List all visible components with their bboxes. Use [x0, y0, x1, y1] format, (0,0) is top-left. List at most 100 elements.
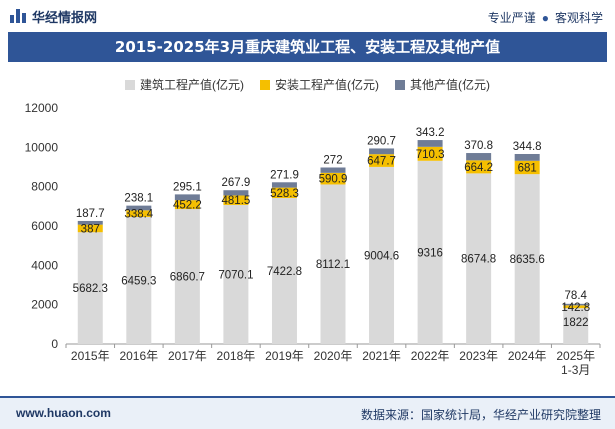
- bar-segment-construction: [271, 198, 297, 344]
- bar-segment-other: [223, 190, 249, 196]
- legend-label-construction: 建筑工程产值(亿元): [140, 78, 244, 92]
- y-tick-label: 2000: [31, 298, 58, 312]
- chart-legend: 建筑工程产值(亿元) 安装工程产值(亿元) 其他产值(亿元): [0, 76, 615, 93]
- bar-segment-other: [514, 153, 540, 161]
- x-tick-label: 2022年: [411, 349, 450, 363]
- data-label-other: 290.7: [367, 135, 396, 147]
- chart-title: 2015-2025年3月重庆建筑业工程、安装工程及其他产值: [114, 38, 501, 56]
- bar-segment-construction: [174, 209, 200, 344]
- legend-swatch-construction: [125, 79, 135, 90]
- x-tick-label: 2020年: [314, 349, 353, 363]
- y-tick-label: 12000: [25, 101, 59, 115]
- bar-segment-other: [466, 153, 492, 161]
- bar-segment-other: [563, 303, 589, 306]
- x-tick-label: 2018年: [217, 349, 256, 363]
- y-tick-label: 8000: [31, 180, 58, 194]
- y-tick-label: 0: [51, 337, 58, 351]
- logo-text: 华经情报网: [32, 9, 98, 25]
- bar-segment-other: [126, 205, 152, 211]
- bar-segment-installation: [271, 187, 297, 199]
- data-label-other: 370.8: [464, 140, 493, 152]
- data-label-installation: 528.3: [270, 188, 299, 200]
- data-label-construction: 6459.3: [121, 275, 156, 287]
- bar-segment-other: [417, 140, 443, 147]
- data-label-other: 344.8: [513, 141, 542, 153]
- data-label-other: 78.4: [565, 290, 588, 302]
- bar-segment-construction: [514, 174, 540, 344]
- data-label-other: 238.1: [124, 193, 153, 205]
- data-label-construction: 7070.1: [218, 269, 253, 281]
- data-label-other: 272: [323, 154, 342, 166]
- y-tick-label: 10000: [25, 140, 59, 154]
- bar-segment-other: [320, 167, 346, 173]
- data-label-other: 271.9: [270, 169, 299, 181]
- slogan-tag-professional: 专业严谨: [487, 11, 536, 25]
- data-label-installation: 387: [81, 223, 100, 235]
- legend-label-other: 其他产值(亿元): [410, 78, 490, 92]
- bar-segment-construction: [77, 232, 103, 344]
- x-tick-label: 2021年: [362, 349, 401, 363]
- data-label-construction: 8635.6: [510, 254, 545, 266]
- top-bar: 华经情报网 专业严谨 ● 客观科学: [0, 0, 615, 30]
- bar-segment-other: [369, 148, 395, 155]
- data-label-construction: 8674.8: [461, 254, 496, 266]
- bar-segment-installation: [174, 200, 200, 210]
- y-tick-label: 6000: [31, 219, 58, 233]
- data-label-other: 295.1: [173, 181, 202, 193]
- data-label-other: 343.2: [416, 127, 445, 139]
- data-label-construction: 9004.6: [364, 250, 399, 262]
- legend-swatch-installation: [260, 79, 270, 90]
- data-label-installation: 681: [518, 162, 537, 174]
- data-label-construction: 8112.1: [316, 259, 350, 271]
- bar-segment-construction: [126, 216, 152, 344]
- logo: 华经情报网: [10, 8, 98, 25]
- x-tick-label: 2017年: [168, 349, 207, 363]
- data-label-construction: 1822: [563, 317, 589, 329]
- bar-segment-construction: [223, 204, 249, 344]
- slogan-tag-objective: 客观科学: [554, 11, 603, 25]
- bar-segment-construction: [466, 173, 492, 344]
- data-label-construction: 7422.8: [267, 266, 302, 278]
- bar-segment-installation: [223, 195, 249, 205]
- bar-segment-installation: [514, 160, 540, 175]
- bar-segment-installation: [466, 160, 492, 174]
- bar-segment-other: [174, 194, 200, 201]
- legend-label-installation: 安装工程产值(亿元): [275, 78, 379, 92]
- bar-segment-construction: [320, 184, 346, 344]
- x-tick-label: 2025年 1-3月: [556, 349, 595, 377]
- x-tick-label: 2016年: [119, 349, 158, 363]
- logo-bars-icon: [10, 9, 26, 23]
- x-tick-label: 2023年: [459, 349, 498, 363]
- data-label-installation: 142.8: [561, 302, 590, 314]
- data-label-installation: 647.7: [367, 156, 396, 168]
- bar-segment-installation: [563, 305, 589, 309]
- slogan-tags: 专业严谨 ● 客观科学: [488, 9, 603, 26]
- legend-item-other: 其他产值(亿元): [395, 76, 490, 93]
- x-tick-label: 2019年: [265, 349, 304, 363]
- data-label-construction: 6860.7: [170, 272, 205, 284]
- stacked-bar-chart: 0 2000 4000 6000 8000 10000 12000 5682.3 387 187.…: [25, 101, 601, 377]
- bar-segment-other: [77, 220, 103, 225]
- data-label-installation: 710.3: [416, 149, 445, 161]
- x-tick-label: 2015年: [71, 349, 110, 363]
- bar-segment-installation: [417, 146, 443, 161]
- bar-segment-other: [271, 182, 297, 188]
- data-label-construction: 5682.3: [73, 283, 108, 295]
- footer-source: 数据来源：国家统计局，华经产业研究院整理: [360, 408, 601, 422]
- data-label-construction: 9316: [417, 247, 443, 259]
- footer: www.huaon.com 数据来源：国家统计局，华经产业研究院整理: [0, 396, 615, 429]
- bar-segment-construction: [417, 160, 443, 344]
- data-label-other: 187.7: [76, 208, 105, 220]
- bar-segment-construction: [369, 166, 395, 344]
- data-label-installation: 338.4: [124, 209, 153, 221]
- data-label-other: 267.9: [222, 177, 251, 189]
- footer-url: www.huaon.com: [16, 406, 111, 420]
- bar-segment-installation: [320, 172, 346, 185]
- x-tick-label: 2024年: [508, 349, 547, 363]
- separator-dot-icon: ●: [541, 10, 549, 25]
- legend-item-construction: 建筑工程产值(亿元): [125, 76, 244, 93]
- bar-segment-installation: [369, 154, 395, 167]
- data-label-installation: 590.9: [319, 174, 348, 186]
- y-tick-label: 4000: [31, 258, 58, 272]
